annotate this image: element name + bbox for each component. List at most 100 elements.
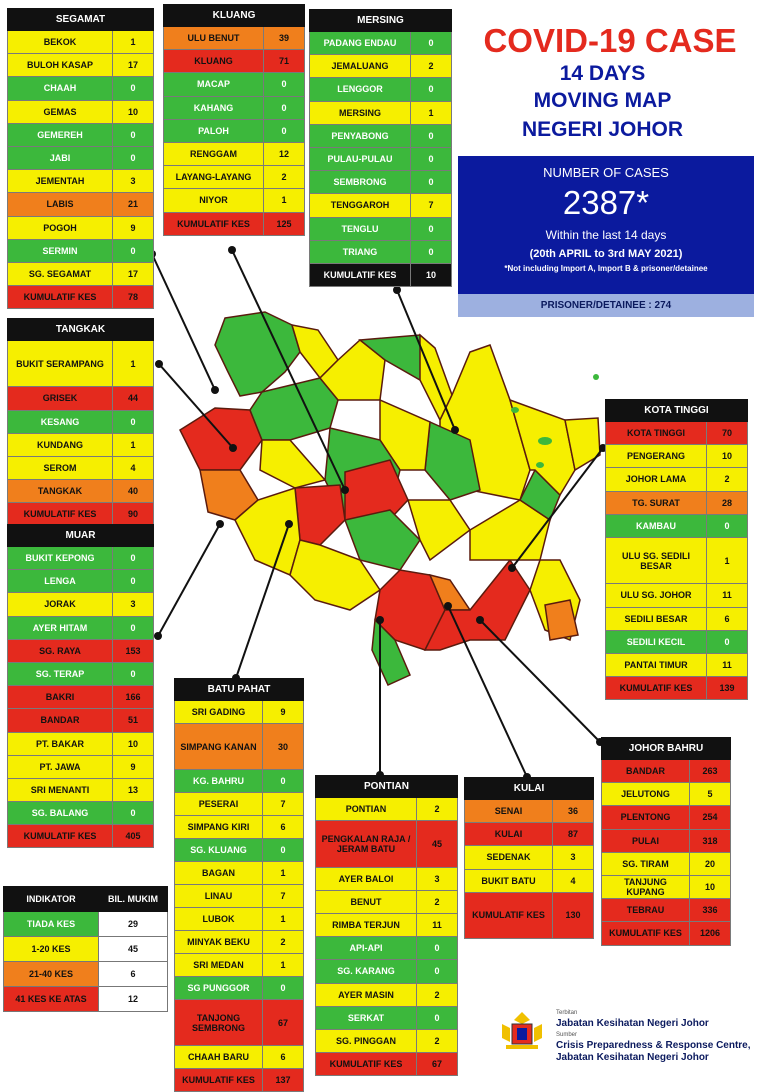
summary-note: *Not including Import A, Import B & pris… [504,264,708,273]
mukim-name: BENUT [315,889,417,914]
case-count: 0 [416,959,458,984]
table-row: KLUANG 71 [163,49,305,74]
case-count: 0 [410,123,452,148]
mukim-name: KAHANG [163,95,264,120]
case-count: 6 [706,606,748,631]
table-row: SG PUNGGOR 0 [174,976,304,1000]
mukim-name: GRISEK [7,386,113,411]
table-row: KUMULATIF KES 78 [7,285,154,310]
mukim-name: BANDAR [7,708,113,733]
table-row: PLENTONG 254 [601,805,731,830]
table-row: KESANG 0 [7,409,154,434]
table-row: PESERAI 7 [174,792,304,816]
case-count: 1 [263,188,305,213]
case-count: 336 [689,898,731,923]
table-row: LAYANG-LAYANG 2 [163,165,305,190]
case-count: 39 [263,25,305,51]
mukim-name: PLENTONG [601,805,690,830]
case-count: 2 [416,1028,458,1054]
table-row: SG. BALANG 0 [7,801,154,826]
case-count: 1 [112,339,154,388]
mukim-name: BUKIT SERAMPANG [7,339,113,388]
mukim-name: SEMBRONG [309,170,411,195]
case-count: 2 [416,796,458,822]
district-table-batu-pahat: BATU PAHAT SRI GADING 9 SIMPANG KANAN 30 KG. … [174,678,304,1092]
case-count: 137 [262,1068,304,1092]
table-row: KUMULATIF KES 125 [163,211,305,236]
table-row: JABI 0 [7,145,154,171]
table-row: KUMULATIF KES 137 [174,1068,304,1092]
mukim-name: JEMENTAH [7,169,113,194]
district-table-mersing: MERSING PADANG ENDAU 0 JEMALUANG 2 LENGGOR 0 ME… [309,9,452,288]
table-row: JEMALUANG 2 [309,54,452,79]
table-row: KUMULATIF KES 90 [7,502,154,527]
mukim-name: KULAI [464,822,553,847]
mukim-name: PENGKALAN RAJA / JERAM BATU [315,820,417,868]
emblem-icon [496,1008,548,1052]
mukim-name: TENGGAROH [309,193,411,218]
table-row: BEKOK 1 [7,29,154,55]
case-count: 78 [112,285,154,310]
table-row: TANJUNG KUPANG 10 [601,874,731,900]
case-count: 0 [706,629,748,654]
table-row: SEDILI BESAR 6 [605,606,748,631]
table-row: PENYABONG 0 [309,123,452,148]
district-table-kulai: KULAI SENAI 36 KULAI 87 SEDENAK 3 BUKIT BATU 4 KU… [464,777,594,940]
case-count: 263 [689,758,731,784]
case-count: 1 [262,861,304,885]
table-row: CHAAH BARU 6 [174,1045,304,1069]
district-header: MERSING [309,9,452,32]
table-row: SRI GADING 9 [174,700,304,724]
mukim-name: PENYABONG [309,123,411,148]
table-row: SG. PINGGAN 2 [315,1028,458,1054]
mukim-name: KUMULATIF KES [7,502,113,527]
table-row: PENGERANG 10 [605,444,748,469]
table-row: BANDAR 51 [7,708,154,733]
mukim-name: PULAI [601,828,690,853]
mukim-name: KLUANG [163,49,264,74]
mukim-name: JEMALUANG [309,54,411,79]
case-count: 0 [410,239,452,264]
map-islands [511,374,599,468]
mukim-name: SG. RAYA [7,638,113,663]
table-row: AYER MASIN 2 [315,982,458,1007]
case-count: 10 [689,874,731,900]
mukim-name: PULAU-PULAU [309,146,411,172]
case-count: 12 [263,141,305,167]
case-count: 0 [112,545,154,571]
legend-label: 1-20 KES [3,936,99,962]
mukim-name: LABIS [7,192,113,217]
mukim-name: PALOH [163,118,264,143]
case-count: 0 [112,122,154,147]
table-row: TEBRAU 336 [601,898,731,923]
case-count: 9 [262,700,304,724]
table-row: TANJONG SEMBRONG 67 [174,999,304,1046]
mukim-name: RIMBA TERJUN [315,912,417,938]
main-title: COVID-19 CASE [483,22,737,59]
footer-org-2b: Jabatan Kesihatan Negeri Johor [556,1052,709,1063]
legend-label: 21-40 KES [3,961,99,987]
case-count: 44 [112,386,154,411]
mukim-name: TRIANG [309,239,411,264]
case-count: 51 [112,708,154,733]
case-count: 67 [262,999,304,1046]
case-count: 0 [410,30,452,56]
table-row: LENGA 0 [7,569,154,594]
case-count: 0 [263,118,305,143]
case-count: 2 [706,467,748,492]
mukim-name: LAYANG-LAYANG [163,165,264,190]
mukim-name: TEBRAU [601,898,690,923]
table-row: SERMIN 0 [7,238,154,263]
case-count: 2 [262,930,304,954]
case-count: 0 [416,1005,458,1030]
table-row: NIYOR 1 [163,188,305,213]
case-count: 0 [410,216,452,241]
table-row: SG. TERAP 0 [7,661,154,687]
mukim-name: TG. SURAT [605,490,707,515]
case-count: 7 [262,884,304,908]
mukim-name: PENGERANG [605,444,707,469]
mukim-name: MINYAK BEKU [174,930,263,954]
case-count: 17 [112,53,154,78]
mukim-name: JORAK [7,592,113,617]
mukim-name: KUMULATIF KES [315,1052,417,1077]
